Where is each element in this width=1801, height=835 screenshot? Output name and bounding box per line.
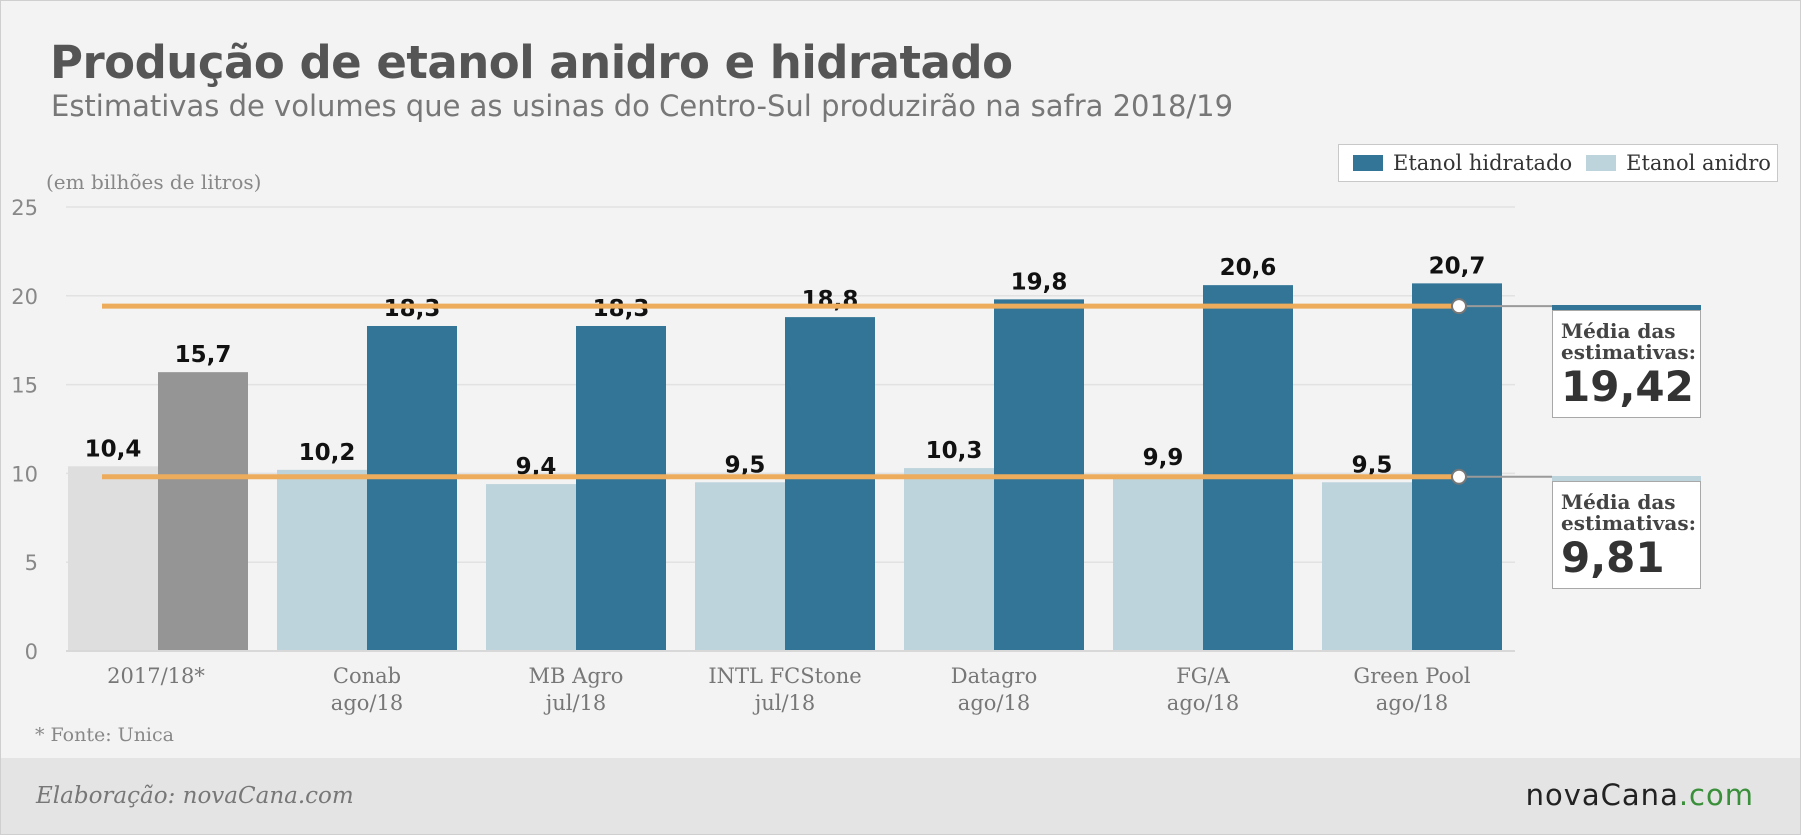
bar-anidro xyxy=(277,469,367,651)
average-value: 9,81 xyxy=(1561,532,1665,582)
bar-hidratado xyxy=(785,317,875,651)
average-marker xyxy=(1451,468,1467,485)
x-tick-label: Green Pool xyxy=(1353,664,1470,688)
average-label: Média das estimativas: xyxy=(1561,489,1696,535)
legend-label-anidro: Etanol anidro xyxy=(1626,151,1771,175)
x-tick-label: ago/18 xyxy=(1376,691,1448,715)
bar-anidro xyxy=(695,482,785,651)
bar-anidro xyxy=(1113,475,1203,651)
legend-label-hidratado: Etanol hidratado xyxy=(1393,151,1573,175)
bar-hidratado xyxy=(367,325,457,651)
average-marker xyxy=(1451,298,1467,315)
legend: Etanol hidratado Etanol anidro xyxy=(1338,144,1778,182)
chart-title: Produção de etanol anidro e hidratado xyxy=(50,36,1013,89)
data-label-hidratado: 18,3 xyxy=(384,296,441,322)
x-tick-label: FG/A xyxy=(1176,664,1230,688)
data-label-anidro: 10,3 xyxy=(926,438,983,464)
data-label-anidro: 9,9 xyxy=(1143,445,1184,471)
data-label-hidratado: 18,8 xyxy=(802,287,859,313)
average-box-hidratado: Média das estimativas: 19,42 xyxy=(1552,310,1701,419)
average-value: 19,42 xyxy=(1561,362,1694,412)
y-tick-label: 15 xyxy=(11,374,38,398)
x-tick-label: ago/18 xyxy=(1167,691,1239,715)
brand-logo: novaCana.com xyxy=(1525,778,1754,812)
y-axis-unit: (em bilhões de litros) xyxy=(46,170,262,194)
x-tick-label: ago/18 xyxy=(958,691,1030,715)
x-tick-label: Datagro xyxy=(951,664,1037,688)
x-tick-label: jul/18 xyxy=(543,691,607,715)
data-label-hidratado: 20,7 xyxy=(1429,253,1486,279)
footer-bar xyxy=(1,758,1800,834)
x-tick-label: INTL FCStone xyxy=(708,664,861,688)
bar-anidro xyxy=(486,484,576,651)
x-tick-label: ago/18 xyxy=(331,691,403,715)
data-label-hidratado: 18,3 xyxy=(593,296,650,322)
bar-anidro xyxy=(1322,482,1412,651)
data-label-anidro: 9,5 xyxy=(1352,452,1393,478)
data-label-anidro: 10,2 xyxy=(299,440,356,466)
data-label-anidro: 9,5 xyxy=(725,452,766,478)
legend-swatch-hidratado xyxy=(1353,155,1383,171)
y-tick-label: 0 xyxy=(25,640,38,664)
credit-text: Elaboração: novaCana.com xyxy=(36,783,354,809)
y-tick-label: 25 xyxy=(11,196,38,220)
average-cap-anidro xyxy=(1552,475,1701,481)
x-tick-label: MB Agro xyxy=(529,664,624,688)
bar-hidratado xyxy=(158,372,248,651)
bar-anidro xyxy=(68,466,158,651)
legend-item-hidratado: Etanol hidratado xyxy=(1353,151,1572,175)
data-label-anidro: 10,4 xyxy=(85,436,142,462)
legend-swatch-anidro xyxy=(1586,155,1617,171)
bar-hidratado xyxy=(1203,285,1293,651)
bar-hidratado xyxy=(576,325,666,651)
bar-hidratado xyxy=(1412,283,1502,651)
average-cap-hidratado xyxy=(1552,305,1701,311)
data-label-hidratado: 20,6 xyxy=(1220,255,1277,281)
data-label-hidratado: 19,8 xyxy=(1011,269,1068,295)
x-tick-label: Conab xyxy=(333,664,401,688)
bar-anidro xyxy=(904,468,994,651)
average-box-anidro: Média das estimativas: 9,81 xyxy=(1552,480,1701,589)
y-tick-label: 5 xyxy=(25,551,38,575)
average-label: Média das estimativas: xyxy=(1561,319,1696,365)
x-tick-label: jul/18 xyxy=(752,691,816,715)
legend-item-anidro: Etanol anidro xyxy=(1586,151,1771,175)
y-tick-label: 10 xyxy=(11,462,38,486)
data-label-hidratado: 15,7 xyxy=(175,342,232,368)
chart-subtitle: Estimativas de volumes que as usinas do … xyxy=(51,89,1234,123)
x-tick-label: 2017/18* xyxy=(107,664,205,688)
source-note: * Fonte: Unica xyxy=(35,724,174,746)
y-tick-label: 20 xyxy=(11,285,38,309)
